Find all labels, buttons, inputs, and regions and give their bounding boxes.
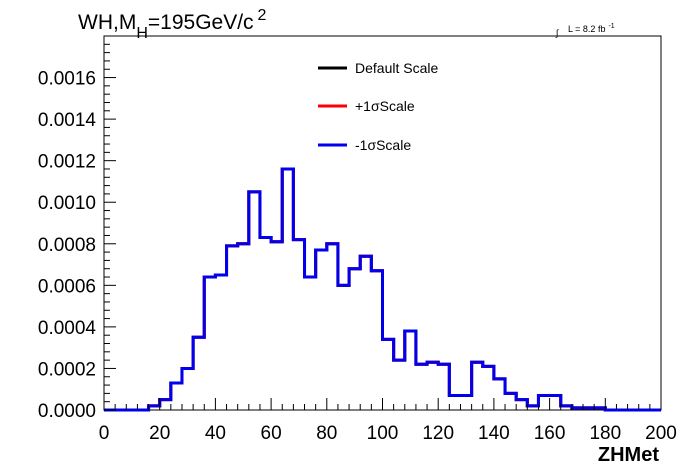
legend-label-1: +1σScale [355, 98, 415, 114]
x-tick-label: 140 [478, 423, 510, 444]
chart-title-subscript: H [136, 25, 148, 42]
chart-title-superscript: 2 [258, 7, 267, 24]
y-tick-label: 0.0010 [38, 193, 96, 214]
chart-title-value: =195GeV/c [148, 11, 254, 34]
x-tick-label: 20 [149, 423, 170, 444]
y-tick-label: 0.0016 [38, 69, 96, 90]
y-tick-label: 0.0012 [38, 152, 96, 173]
y-tick-label: 0.0006 [38, 276, 96, 297]
luminosity-integral-symbol: ∫ [555, 28, 560, 38]
y-tick-label: 0.0004 [38, 318, 97, 339]
y-axis: 0.0000 0.0002 0.0004 0.0006 0.0008 0.0010 0.00… [38, 43, 116, 422]
chart-title: WH,MH=195GeV/c 2 [78, 7, 267, 42]
x-axis-label: ZHMet [598, 444, 659, 466]
x-tick-label: 180 [589, 423, 621, 444]
legend-label-2: -1σScale [355, 137, 411, 153]
luminosity-text: L = 8.2 fb [568, 24, 605, 34]
chart-title-main: WH,M [78, 11, 136, 34]
x-tick-label: 40 [205, 423, 226, 444]
x-tick-label: 100 [367, 423, 399, 444]
x-tick-label: 120 [422, 423, 454, 444]
series-layer [104, 167, 661, 412]
y-tick-label: 0.0000 [38, 401, 96, 422]
luminosity-superscript: -1 [608, 23, 614, 30]
series-line-2 [104, 167, 661, 412]
y-tick-label: 0.0002 [38, 359, 96, 380]
x-tick-label: 60 [261, 423, 282, 444]
y-tick-label: 0.0014 [38, 110, 97, 131]
x-axis: 0 20 40 60 80 100 120 140 160 180 200 [99, 398, 677, 444]
legend-label-0: Default Scale [355, 60, 438, 76]
legend: Default Scale +1σScale -1σScale [318, 60, 438, 153]
x-tick-label: 0 [99, 423, 110, 444]
x-tick-label: 80 [316, 423, 337, 444]
y-tick-label: 0.0008 [38, 235, 96, 256]
x-tick-label: 160 [534, 423, 566, 444]
luminosity-annotation: L = 8.2 fb -1 [568, 23, 615, 34]
x-tick-label: 200 [645, 423, 677, 444]
